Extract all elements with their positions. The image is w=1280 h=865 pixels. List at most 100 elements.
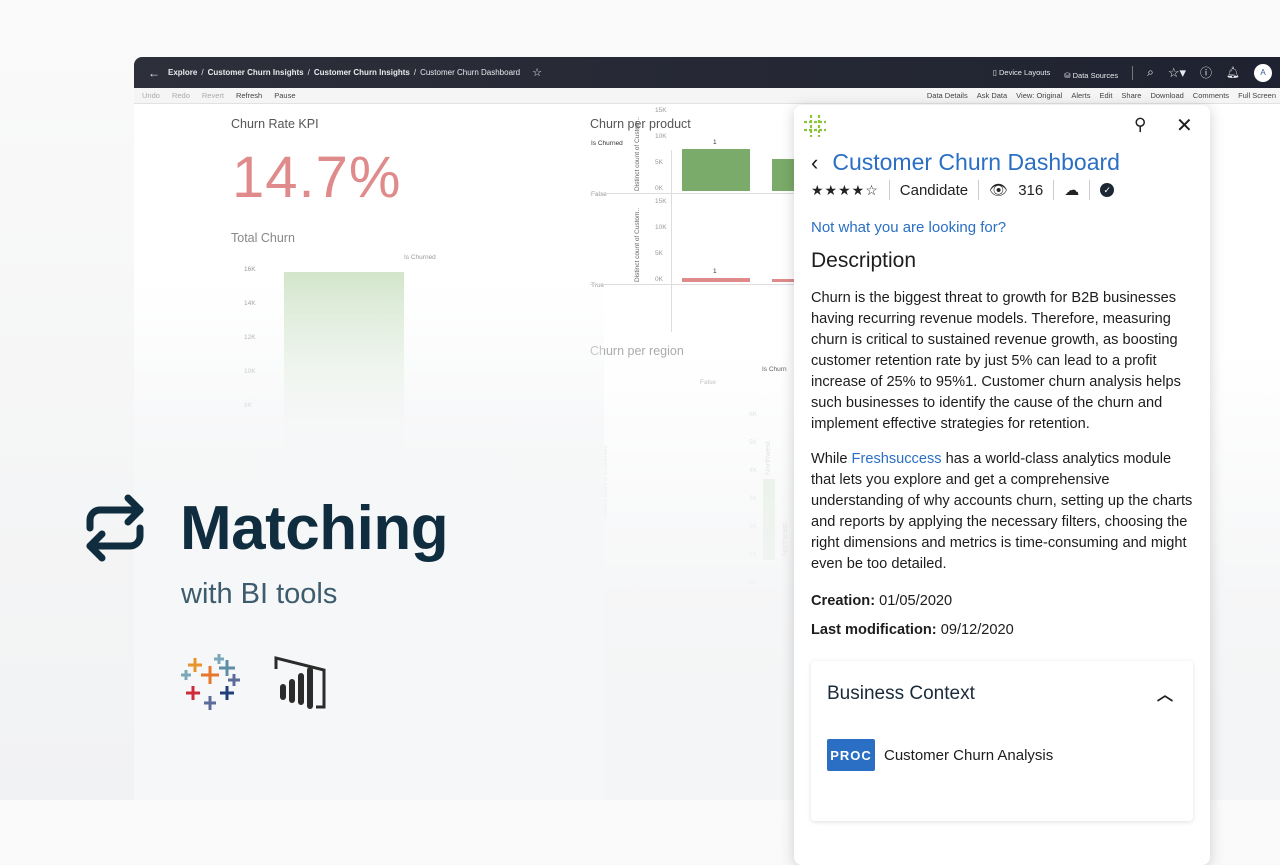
region-tick: 4K: [749, 467, 757, 474]
description-paragraph-1: Churn is the biggest threat to growth fo…: [811, 290, 1181, 432]
toolbar: Undo Redo Revert Refresh Pause Data Deta…: [134, 88, 1280, 104]
avatar[interactable]: A: [1254, 63, 1272, 82]
modification-row: Last modification: 09/12/2020: [811, 620, 1196, 641]
bell-icon[interactable]: 🔔︎: [1226, 67, 1240, 79]
product-axis-line: [671, 150, 672, 332]
view-count: 316: [1018, 181, 1044, 199]
back-arrow-icon[interactable]: ←: [148, 65, 160, 80]
creation-value: 01/05/2020: [879, 593, 953, 609]
breadcrumb: ← Explore / Customer Churn Insights / Cust…: [148, 66, 542, 80]
product-divider: [590, 193, 800, 194]
description-heading: Description: [811, 249, 917, 272]
eye-icon: 👁︎: [989, 182, 1009, 199]
business-context-title: Business Context: [827, 683, 975, 704]
breadcrumb-explore[interactable]: Explore: [168, 68, 198, 77]
p2-end: has a world-class analytics module that …: [811, 451, 1193, 572]
search-icon[interactable]: ⚲: [1134, 115, 1147, 134]
product-bar-label: 1: [713, 139, 717, 147]
total-churn-header: Is Churned: [404, 254, 436, 261]
total-churn-title: Total Churn: [231, 231, 295, 245]
product-tick: 15K: [655, 198, 667, 205]
product-bar: [682, 149, 750, 191]
region-tick: 0K: [749, 579, 757, 586]
undo-button[interactable]: Undo: [142, 91, 160, 100]
view-original-button[interactable]: View: Original: [1016, 91, 1063, 100]
ask-data-button[interactable]: Ask Data: [976, 91, 1008, 100]
edit-button[interactable]: Edit: [1099, 91, 1113, 100]
pause-button[interactable]: Pause: [274, 91, 296, 100]
total-churn-bar: [284, 272, 404, 473]
product-divider: [590, 284, 800, 285]
creation-label: Creation:: [811, 593, 876, 609]
product-tick: 10K: [655, 224, 667, 231]
asset-title: Customer Churn Dashboard: [832, 149, 1120, 175]
product-bar-label: 1: [713, 267, 717, 275]
full-screen-button[interactable]: Full Screen: [1238, 91, 1276, 100]
breadcrumb-current: Customer Churn Dashboard: [420, 68, 521, 77]
region-tick: 5K: [749, 439, 757, 446]
breadcrumb-workbook[interactable]: Customer Churn Insights: [313, 68, 410, 77]
top-bar: ← Explore / Customer Churn Insights / Cust…: [134, 57, 1280, 88]
not-looking-link[interactable]: Not what you are looking for?: [811, 219, 1007, 236]
total-tick: 8K: [244, 402, 252, 409]
data-sources-label: Data Sources: [1072, 71, 1119, 80]
hero-title: Matching: [180, 494, 449, 563]
back-chevron-icon[interactable]: ‹: [811, 149, 819, 175]
region-axis-label: Distinct count of Customers: [603, 445, 609, 519]
product-axis-label: Distinct count of Custom..: [634, 116, 641, 191]
help-icon[interactable]: ⓘ: [1200, 66, 1213, 80]
data-sources-button[interactable]: ⛁ Data Sources: [1064, 71, 1119, 80]
rating-stars[interactable]: ★★★★☆: [811, 181, 879, 198]
product-tick: 0K: [655, 276, 663, 283]
catalog-panel: ⚲ ✕ ‹ Customer Churn Dashboard ★★★★☆ Can…: [794, 105, 1210, 865]
total-tick: 12K: [244, 334, 256, 341]
breadcrumb-project[interactable]: Customer Churn Insights: [207, 68, 304, 77]
certified-badge-icon: ✓: [1100, 183, 1115, 197]
chevron-up-icon[interactable]: ︿: [1156, 687, 1173, 704]
region-label: Northwest: [763, 441, 772, 475]
product-axis-label: Distinct count of Custom..: [634, 207, 641, 282]
breadcrumb-separator: /: [307, 68, 310, 77]
download-button[interactable]: Download: [1150, 91, 1184, 100]
data-details-button[interactable]: Data Details: [926, 91, 968, 100]
product-tick: 5K: [655, 250, 663, 257]
business-context-card: Business Context ︿ PROC Customer Churn A…: [811, 661, 1193, 821]
alerts-button[interactable]: Alerts: [1071, 91, 1091, 100]
share-button[interactable]: Share: [1121, 91, 1142, 100]
region-label: Northeast: [779, 523, 789, 556]
divider: [1053, 180, 1055, 200]
repeat-icon: [86, 494, 144, 562]
p2-start: While: [811, 451, 852, 467]
device-layouts-label: Device Layouts: [998, 68, 1051, 77]
close-icon[interactable]: ✕: [1176, 115, 1193, 137]
kpi-title: Churn Rate KPI: [231, 117, 319, 131]
freshsuccess-link[interactable]: Freshsuccess: [851, 451, 942, 467]
proc-badge: PROC: [827, 739, 875, 771]
divider: [1132, 65, 1134, 80]
product-tick: 0K: [655, 185, 663, 192]
search-icon[interactable]: ⌕: [1147, 65, 1154, 79]
cloud-icon: ☁︎: [1064, 182, 1080, 199]
product-bar: [682, 277, 750, 282]
region-tick: 1K: [749, 551, 757, 558]
catalog-logo-icon: [804, 115, 826, 137]
comments-button[interactable]: Comments: [1192, 91, 1230, 100]
divider: [888, 180, 890, 200]
product-tick: 10K: [655, 133, 667, 140]
region-group: False: [700, 379, 716, 386]
refresh-button[interactable]: Refresh: [235, 91, 263, 100]
revert-button[interactable]: Revert: [201, 91, 224, 100]
favorite-star-icon[interactable]: ☆: [532, 67, 542, 79]
region-tick: 3K: [749, 495, 757, 502]
divider: [978, 180, 980, 200]
total-tick: 10K: [244, 368, 256, 375]
breadcrumb-separator: /: [201, 68, 204, 77]
title-row: ‹ Customer Churn Dashboard: [811, 149, 1196, 176]
device-layouts-button[interactable]: ▯ Device Layouts: [992, 68, 1051, 77]
region-bar: [763, 478, 775, 560]
redo-button[interactable]: Redo: [171, 91, 190, 100]
favorites-star-icon[interactable]: ☆▾: [1167, 64, 1187, 80]
process-name[interactable]: Customer Churn Analysis: [884, 747, 1054, 764]
region-title: Churn per region: [590, 344, 684, 358]
region-tick: 6K: [749, 411, 757, 418]
